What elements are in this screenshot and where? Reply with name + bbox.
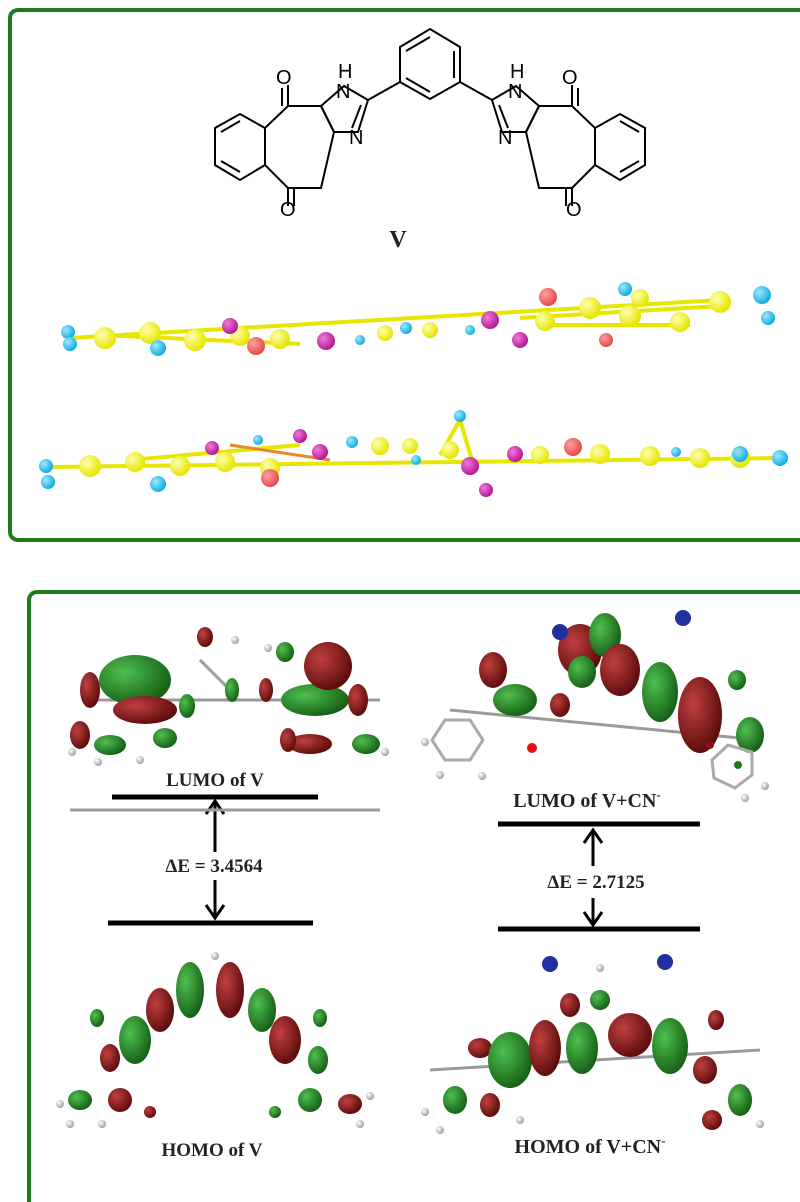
gap-arrow-right bbox=[582, 827, 604, 928]
chemical-structure-v bbox=[214, 27, 646, 206]
structure-panel bbox=[8, 8, 800, 542]
oxygen-label: O bbox=[280, 199, 296, 221]
orbital-homo-v bbox=[56, 808, 380, 1128]
gap-vcn-label: ΔE = 2.7125 bbox=[547, 872, 644, 893]
orbital-homo-vcn bbox=[421, 954, 764, 1134]
hydrogen-label: H bbox=[338, 61, 352, 83]
homo-v-label: HOMO of V bbox=[162, 1140, 263, 1161]
oxygen-label: O bbox=[276, 67, 292, 89]
atom-labels: O O O O N H N N H N bbox=[276, 61, 582, 221]
ball-stick-model-bottom bbox=[39, 410, 788, 497]
gap-v-label: ΔE = 3.4564 bbox=[165, 856, 263, 877]
orbital-lumo-vcn bbox=[421, 610, 769, 802]
lumo-vcn-label: LUMO of V+CN- bbox=[513, 787, 661, 812]
nitrogen-label: N bbox=[336, 81, 350, 103]
nitrogen-label: N bbox=[498, 127, 512, 149]
oxygen-label: O bbox=[562, 67, 578, 89]
lumo-v-label: LUMO of V bbox=[166, 770, 264, 791]
orbital-lumo-v bbox=[68, 627, 389, 766]
ball-stick-model-top bbox=[61, 282, 775, 356]
compound-label: V bbox=[389, 227, 407, 253]
nitrogen-label: N bbox=[508, 81, 522, 103]
hydrogen-label: H bbox=[510, 61, 524, 83]
homo-vcn-label: HOMO of V+CN- bbox=[515, 1133, 666, 1158]
nitrogen-label: N bbox=[349, 127, 363, 149]
oxygen-label: O bbox=[566, 199, 582, 221]
